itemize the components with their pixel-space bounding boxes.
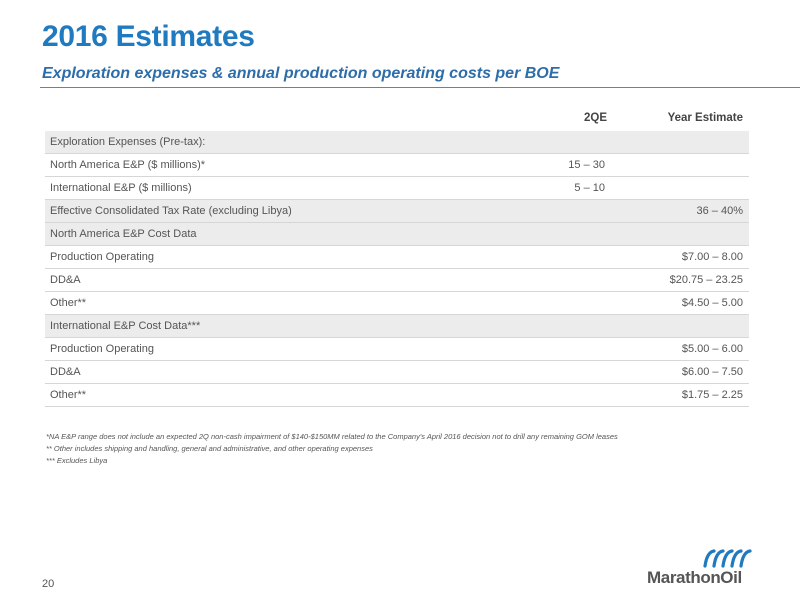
- row-year-estimate-value: $1.75 – 2.25: [681, 389, 743, 401]
- row-year-estimate-value: 36 – 40%: [696, 205, 743, 217]
- table-row: Production Operating $5.00 – 6.00: [45, 338, 749, 361]
- table-row: North America E&P Cost Data: [45, 223, 749, 246]
- page-subtitle: Exploration expenses & annual production…: [42, 65, 560, 82]
- table-body: Exploration Expenses (Pre-tax): North Ame…: [45, 131, 749, 407]
- row-label: Production Operating: [50, 343, 154, 355]
- row-year-estimate-value: $4.50 – 5.00: [681, 297, 743, 309]
- logo-wordmark: MarathonOil: [647, 568, 742, 587]
- column-header-year-estimate: Year Estimate: [667, 112, 743, 124]
- row-label: Other**: [50, 389, 87, 401]
- footnote: *NA E&P range does not include an expect…: [46, 432, 618, 441]
- table-row: Other** $1.75 – 2.25: [45, 384, 749, 407]
- row-year-estimate-value: $20.75 – 23.25: [669, 274, 743, 286]
- table-row: DD&A $6.00 – 7.50: [45, 361, 749, 384]
- table-row: Effective Consolidated Tax Rate (excludi…: [45, 200, 749, 223]
- table-row: Production Operating $7.00 – 8.00: [45, 246, 749, 269]
- table-row: Exploration Expenses (Pre-tax):: [45, 131, 749, 154]
- row-label: International E&P ($ millions): [50, 182, 192, 194]
- table-header-row: 2QE Year Estimate: [45, 108, 749, 131]
- table-row: North America E&P ($ millions)* 15 – 30: [45, 154, 749, 177]
- title-divider: [40, 87, 800, 88]
- row-label: Exploration Expenses (Pre-tax):: [50, 136, 206, 148]
- footnote: ** Other includes shipping and handling,…: [46, 444, 373, 453]
- row-year-estimate-value: $5.00 – 6.00: [681, 343, 743, 355]
- row-label: Production Operating: [50, 251, 154, 263]
- row-2qe-value: 5 – 10: [574, 182, 605, 194]
- row-label: DD&A: [50, 366, 81, 378]
- company-logo: MarathonOil: [647, 548, 759, 590]
- column-header-2qe: 2QE: [583, 112, 607, 124]
- row-label: North America E&P Cost Data: [50, 228, 197, 240]
- row-label: International E&P Cost Data***: [50, 320, 201, 332]
- estimates-table: 2QE Year Estimate Exploration Expenses (…: [45, 108, 749, 407]
- row-label: DD&A: [50, 274, 81, 286]
- row-label: North America E&P ($ millions)*: [50, 159, 206, 171]
- row-year-estimate-value: $6.00 – 7.50: [681, 366, 743, 378]
- page-title: 2016 Estimates: [42, 20, 255, 53]
- table-row: Other** $4.50 – 5.00: [45, 292, 749, 315]
- row-year-estimate-value: $7.00 – 8.00: [681, 251, 743, 263]
- footnotes: *NA E&P range does not include an expect…: [46, 431, 766, 467]
- page-number: 20: [42, 578, 55, 590]
- table-row: International E&P Cost Data***: [45, 315, 749, 338]
- table-row: DD&A $20.75 – 23.25: [45, 269, 749, 292]
- row-2qe-value: 15 – 30: [568, 159, 605, 171]
- footnote: *** Excludes Libya: [46, 456, 108, 465]
- table-row: International E&P ($ millions) 5 – 10: [45, 177, 749, 200]
- row-label: Other**: [50, 297, 87, 309]
- row-label: Effective Consolidated Tax Rate (excludi…: [50, 205, 292, 217]
- marathon-oil-wave-logo-icon: [703, 549, 752, 568]
